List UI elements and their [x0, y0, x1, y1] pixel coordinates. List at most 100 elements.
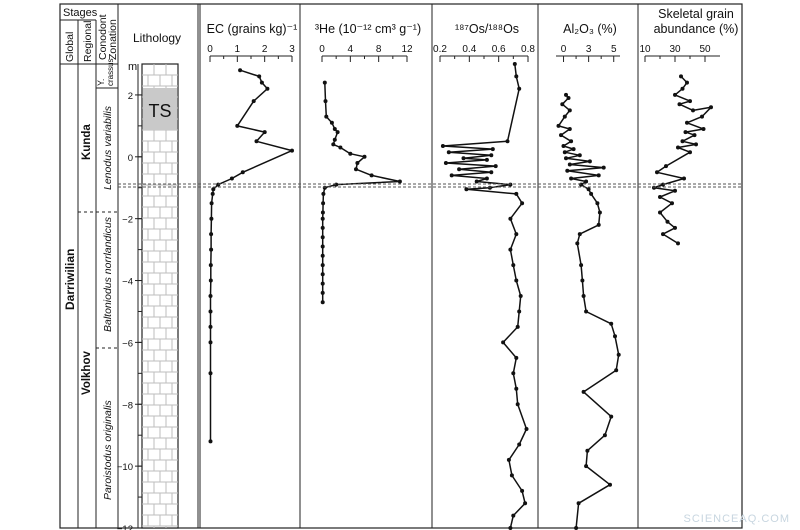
data-point	[501, 340, 506, 345]
data-point	[369, 173, 374, 178]
data-point	[676, 145, 680, 150]
data-point	[685, 120, 689, 125]
depth-tick-label: −12	[117, 524, 133, 530]
data-point	[323, 99, 328, 104]
data-point	[210, 191, 215, 196]
data-point	[581, 389, 586, 394]
x-tick-label: 0.4	[462, 44, 476, 55]
data-point	[208, 278, 213, 283]
data-point	[487, 185, 492, 190]
data-point	[609, 321, 614, 326]
data-point	[320, 253, 325, 258]
data-point	[520, 201, 525, 206]
data-point	[211, 187, 216, 192]
data-point	[673, 92, 677, 97]
data-point	[597, 210, 602, 215]
data-point	[517, 86, 522, 91]
data-point	[579, 263, 584, 268]
data-point	[589, 191, 594, 196]
data-point	[608, 482, 612, 487]
data-point	[464, 187, 469, 192]
data-point	[679, 74, 683, 79]
x-tick-label: 3	[586, 44, 592, 55]
data-point	[614, 368, 619, 373]
data-point	[512, 62, 517, 66]
panel-title: EC (grains kg)⁻¹	[207, 22, 298, 36]
data-point	[508, 216, 513, 221]
data-point	[514, 386, 519, 391]
data-point	[613, 334, 617, 339]
data-point	[518, 294, 523, 298]
data-point	[584, 464, 589, 469]
depth-tick-label: −10	[117, 462, 133, 473]
data-point	[524, 427, 529, 431]
x-tick-label: 8	[376, 44, 382, 55]
data-point	[565, 168, 570, 173]
data-point	[514, 278, 519, 283]
data-point	[665, 219, 670, 224]
data-point	[505, 139, 510, 144]
data-point	[208, 263, 213, 268]
data-point	[514, 232, 519, 237]
data-point	[576, 501, 581, 506]
data-point	[560, 102, 565, 107]
depth-tick-label: 0	[128, 153, 133, 164]
zone-lenodus-variabilis: Lenodus variabilis	[102, 105, 114, 190]
data-point	[682, 176, 686, 181]
header-conodont: Conodont	[97, 14, 109, 60]
data-point	[320, 210, 325, 215]
data-point	[670, 201, 674, 206]
chart-panel-3: ¹⁸⁷Os/¹⁸⁸Os 0.2 0.4 0.6 0.8	[431, 4, 535, 530]
panel-title: abundance (%)	[654, 22, 739, 36]
x-tick-label: 4	[348, 44, 354, 55]
data-point	[580, 278, 585, 283]
series-line	[209, 69, 293, 442]
data-point	[461, 156, 466, 161]
panel-title: ³He (10⁻¹² cm³ g⁻¹)	[315, 22, 421, 36]
lithology-ts-label: TS	[148, 101, 171, 121]
lithology-ts-bed	[143, 88, 177, 130]
data-point	[701, 127, 706, 131]
data-point	[694, 142, 698, 147]
data-point	[509, 473, 514, 478]
series-line	[321, 82, 401, 303]
data-point	[567, 108, 572, 113]
data-point	[489, 170, 494, 175]
data-point	[609, 414, 614, 419]
data-point	[577, 232, 582, 237]
data-point	[569, 139, 574, 144]
data-point	[514, 191, 519, 196]
data-point	[322, 185, 327, 190]
data-point	[688, 99, 692, 104]
series-line	[653, 75, 712, 245]
data-point	[508, 182, 513, 187]
x-tick-label: 12	[401, 44, 413, 55]
data-point	[235, 123, 240, 128]
data-point	[688, 150, 692, 155]
data-point	[320, 244, 325, 249]
data-point	[348, 151, 353, 156]
data-point	[658, 210, 662, 215]
data-point	[320, 300, 325, 305]
data-point	[320, 263, 325, 268]
data-point	[655, 170, 659, 175]
data-point	[397, 179, 402, 184]
header-regional: Regional	[82, 21, 94, 62]
data-point	[262, 130, 267, 135]
data-point	[511, 513, 516, 518]
data-point	[596, 173, 601, 178]
data-point	[329, 120, 334, 125]
x-tick-label: 10	[639, 44, 651, 55]
chart-panel-1: EC (grains kg)⁻¹ 0 1 2 3	[199, 4, 298, 528]
data-point	[564, 156, 568, 161]
regional-stage-kunda: Kunda	[81, 124, 93, 160]
data-point	[566, 96, 571, 100]
zone-y-crassus-b: crassus	[106, 58, 115, 86]
data-point	[567, 127, 572, 131]
data-point	[490, 147, 495, 152]
header-stages: Stages	[63, 7, 98, 19]
data-point	[602, 433, 607, 438]
data-point	[229, 176, 234, 181]
data-point	[354, 167, 358, 172]
